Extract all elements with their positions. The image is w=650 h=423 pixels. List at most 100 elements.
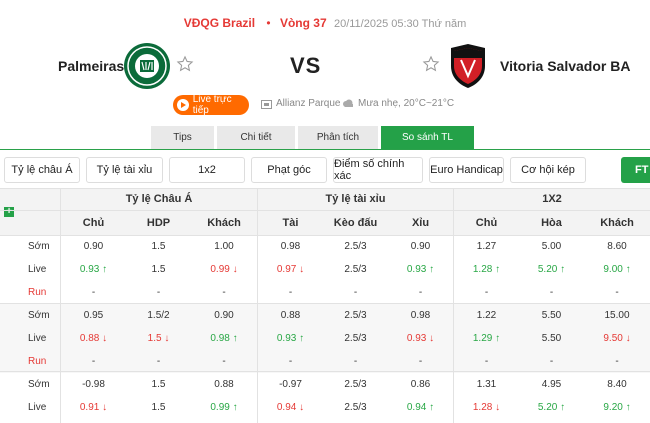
tab-details[interactable]: Chi tiết	[217, 126, 295, 149]
tab-analysis[interactable]: Phân tích	[298, 126, 378, 149]
league-name[interactable]: VĐQG Brazil	[183, 16, 256, 30]
expand-plus-icon[interactable]: +	[4, 207, 14, 217]
odds-cell: 1.5	[151, 264, 166, 275]
odds-cell: -	[91, 287, 96, 298]
odds-cell: -	[222, 356, 226, 367]
odds-cell: 5.20 ↑	[537, 264, 566, 275]
away-team-name[interactable]: Vitoria Salvador BA	[500, 58, 631, 74]
weather-cloud-icon	[343, 99, 353, 107]
odds-cell: 0.99 ↑	[210, 402, 238, 413]
odds-cell: 5.50	[541, 310, 562, 321]
row-label: Sớm	[28, 241, 50, 252]
odds-cell: -0.98	[82, 379, 105, 390]
match-datetime: 20/11/2025 05:30 Thứ năm	[333, 18, 467, 30]
odds-cell: 1.28 ↓	[472, 402, 501, 413]
table-row: Live 0.91 ↓ 1.5 0.99 ↑ 0.94 ↓ 2.5/3 0.94 ↑ 1.28…	[0, 396, 650, 419]
odds-cell: 9.20 ↑	[603, 402, 631, 413]
odds-cell: 1.22	[476, 310, 497, 321]
row-label[interactable]: Run	[28, 287, 47, 298]
odds-cell: 1.5/2	[147, 310, 170, 321]
odds-cell: -	[418, 356, 423, 367]
filter-asian-handicap[interactable]: Tỷ lệ châu Á	[4, 157, 80, 183]
divider	[0, 371, 650, 372]
filter-euro-handicap[interactable]: Euro Handicap	[429, 157, 504, 183]
live-button-label: Live trực tiếp	[192, 94, 232, 116]
col-header: Xỉu	[388, 210, 453, 235]
odds-cell: -	[484, 287, 489, 298]
odds-cell: 2.5/3	[344, 333, 367, 344]
odds-cell: 1.5	[151, 402, 166, 413]
divider	[60, 188, 61, 423]
odds-cell: 0.97 ↓	[276, 264, 305, 275]
col-header: Chủ	[454, 210, 519, 235]
odds-cell: 0.88	[280, 310, 301, 321]
col-header: Khách	[584, 210, 650, 235]
table-row: Run - - - - - - - - -	[0, 281, 650, 304]
home-team-name[interactable]: Palmeiras	[58, 58, 125, 74]
ft-button[interactable]: FT	[621, 157, 650, 183]
odds-cell: 2.5/3	[344, 310, 367, 321]
vitoria-logo[interactable]	[448, 42, 488, 90]
tab-tips[interactable]: Tips	[151, 126, 214, 149]
odds-cell: 5.20 ↑	[537, 402, 566, 413]
filter-over-under[interactable]: Tỷ lệ tài xỉu	[86, 157, 163, 183]
divider	[257, 188, 258, 423]
odds-cell: 1.29 ↑	[472, 333, 501, 344]
play-icon	[177, 99, 189, 111]
odds-cell: 9.50 ↓	[603, 333, 631, 344]
odds-cell: 9.00 ↑	[603, 264, 631, 275]
odds-cell: 0.93 ↓	[406, 333, 435, 344]
odds-cell: 2.5/3	[344, 402, 367, 413]
round-label: Vòng 37	[279, 16, 327, 30]
col-header: Tài	[258, 210, 323, 235]
col-header: Chủ	[61, 210, 126, 235]
live-stream-button[interactable]: Live trực tiếp	[173, 94, 249, 116]
row-label: Live	[28, 264, 47, 275]
table-row: Sớm -0.98 1.5 0.88 -0.97 2.5/3 0.86 1.31 4.95 8.4…	[0, 373, 650, 396]
odds-cell: 0.93 ↑	[79, 264, 108, 275]
palmeiras-logo[interactable]	[123, 42, 171, 90]
tab-underline	[0, 149, 650, 150]
odds-cell: -	[615, 356, 619, 367]
row-label: Sớm	[28, 379, 50, 390]
filter-double-chance[interactable]: Cơ hội kép	[510, 157, 586, 183]
odds-cell: -	[288, 287, 293, 298]
odds-cell: 0.98	[410, 310, 431, 321]
odds-filter-bar: Tỷ lệ châu Á Tỷ lệ tài xỉu 1x2 Phạt góc …	[4, 157, 586, 183]
filter-corners[interactable]: Phạt góc	[251, 157, 327, 183]
odds-cell: -	[91, 356, 96, 367]
odds-cell: 0.91 ↓	[79, 402, 108, 413]
filter-1x2[interactable]: 1x2	[169, 157, 245, 183]
stadium-icon	[261, 99, 272, 109]
odds-cell: 0.90	[83, 241, 104, 252]
table-row: Sớm 0.90 1.5 1.00 0.98 2.5/3 0.90 1.27 5.00 8.60	[0, 235, 650, 258]
odds-cell: 15.00	[604, 310, 630, 321]
odds-cell: 0.88	[214, 379, 234, 390]
favorite-home-star-icon[interactable]	[176, 55, 194, 73]
odds-cell: -	[288, 356, 293, 367]
odds-cell: -	[353, 287, 358, 298]
filter-correct-score[interactable]: Điểm số chính xác	[333, 157, 423, 183]
odds-cell: 0.94 ↓	[276, 402, 305, 413]
table-row: Sớm 0.95 1.5/2 0.90 0.88 2.5/3 0.98 1.22 5.50 15.…	[0, 304, 650, 327]
odds-cell: -	[222, 287, 226, 298]
col-header: HDP	[126, 210, 191, 235]
divider	[0, 210, 650, 211]
odds-cell: 0.98	[280, 241, 301, 252]
tab-bar: Tips Chi tiết Phân tích So sánh TL	[151, 126, 474, 149]
odds-cell: -	[418, 287, 423, 298]
odds-cell: -0.97	[279, 379, 302, 390]
favorite-away-star-icon[interactable]	[422, 55, 440, 73]
tab-odds-compare[interactable]: So sánh TL	[381, 126, 474, 149]
divider	[0, 188, 650, 189]
odds-cell: -	[156, 356, 161, 367]
odds-cell: 8.60	[607, 241, 627, 252]
odds-cell: 5.50	[541, 333, 562, 344]
match-header: VĐQG Brazil • Vòng 37 20/11/2025 05:30 T…	[0, 0, 650, 124]
odds-cell: -	[353, 356, 358, 367]
row-label[interactable]: Run	[28, 356, 47, 367]
odds-cell: 1.27	[476, 241, 497, 252]
odds-cell: 1.28 ↑	[472, 264, 501, 275]
row-label: Sớm	[28, 310, 50, 321]
odds-cell: -	[549, 287, 554, 298]
